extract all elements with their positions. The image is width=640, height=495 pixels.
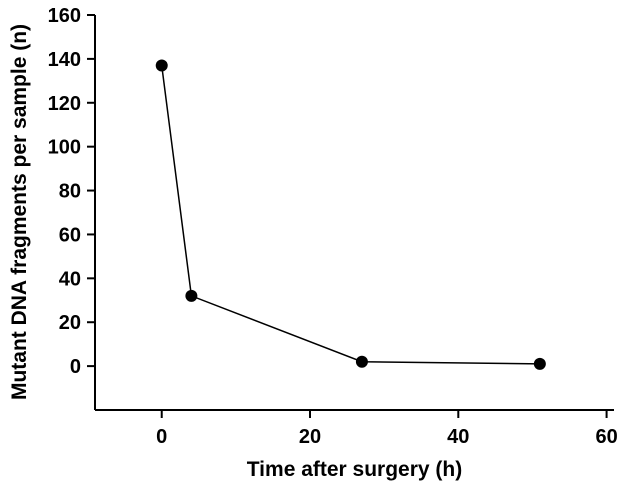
data-point bbox=[355, 355, 368, 368]
data-point bbox=[533, 357, 546, 370]
y-tick-label: 140 bbox=[48, 49, 81, 71]
y-tick-label: 0 bbox=[70, 356, 81, 378]
x-tick-label: 60 bbox=[595, 426, 617, 448]
y-tick-label: 80 bbox=[59, 181, 81, 203]
y-axis-label: Mutant DNA fragments per sample (n) bbox=[8, 23, 31, 401]
y-tick-label: 120 bbox=[48, 93, 81, 115]
y-tick-label: 160 bbox=[48, 5, 81, 27]
data-point bbox=[185, 289, 198, 302]
x-tick-label: 20 bbox=[299, 426, 321, 448]
y-tick-label: 100 bbox=[48, 137, 81, 159]
data-point bbox=[155, 59, 168, 72]
x-tick-label: 40 bbox=[447, 426, 469, 448]
y-tick-label: 60 bbox=[59, 224, 81, 246]
y-tick-label: 40 bbox=[59, 268, 81, 290]
data-line bbox=[160, 65, 540, 365]
x-tick-label: 0 bbox=[156, 426, 167, 448]
x-axis-label: Time after surgery (h) bbox=[246, 458, 463, 481]
y-tick-label: 20 bbox=[59, 312, 81, 334]
